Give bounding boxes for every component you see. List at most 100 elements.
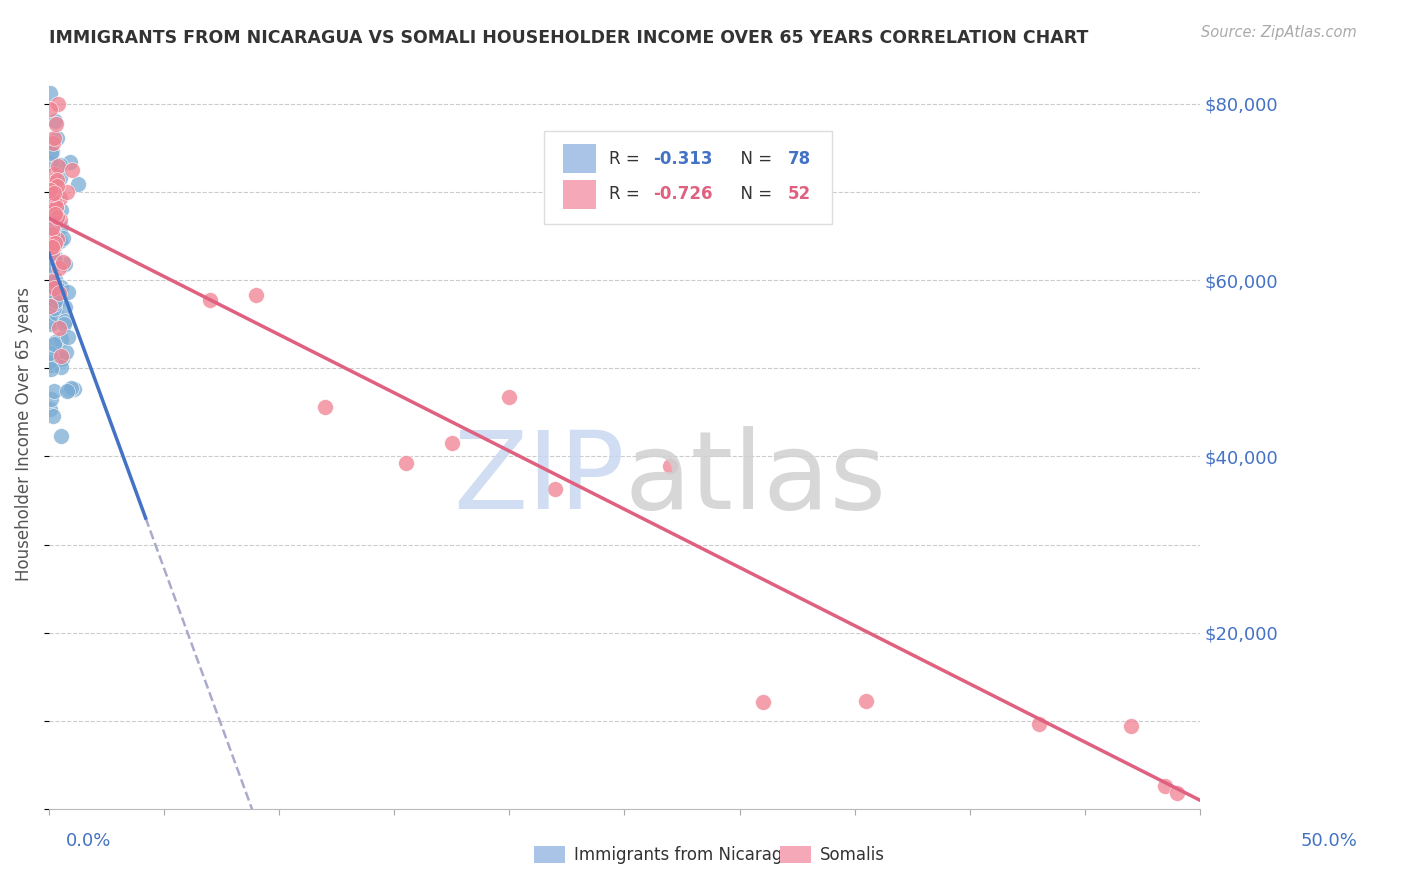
Point (39, 146, 62, 161)
Point (44, 334, 66, 349)
Point (44, 239, 66, 253)
Point (39, 178, 62, 193)
Text: -0.313: -0.313 (654, 150, 713, 168)
Point (45, 200, 67, 214)
Point (55, 384, 77, 399)
Point (51, 351, 73, 366)
Point (49, 202, 72, 217)
Point (1154, 779, 1177, 793)
Point (45, 192, 67, 206)
Point (44, 337, 66, 351)
Point (44, 272, 66, 286)
Point (45, 231, 67, 245)
Point (42, 186, 65, 201)
Point (44, 114, 66, 128)
Point (46, 211, 69, 225)
Point (51, 349, 73, 363)
Point (56, 330, 79, 344)
Point (41, 145, 63, 160)
Text: 78: 78 (787, 150, 811, 168)
Point (38, 401, 60, 416)
Text: IMMIGRANTS FROM NICARAGUA VS SOMALI HOUSEHOLDER INCOME OVER 65 YEARS CORRELATION: IMMIGRANTS FROM NICARAGUA VS SOMALI HOUS… (49, 29, 1088, 46)
Text: Immigrants from Nicaragua: Immigrants from Nicaragua (574, 846, 803, 863)
Point (44, 252, 66, 267)
Point (39, 283, 62, 297)
Point (44, 235, 66, 250)
Point (39, 317, 62, 331)
Point (39, 267, 62, 281)
Point (544, 482, 567, 496)
Point (52, 230, 75, 244)
Point (41, 282, 63, 296)
Point (55, 300, 77, 314)
Point (48, 171, 70, 186)
Point (48, 159, 70, 173)
Point (42, 221, 65, 235)
Point (46, 282, 69, 296)
Point (44, 236, 66, 251)
Point (45, 277, 67, 291)
Point (58, 154, 80, 169)
Point (38, 156, 60, 170)
Point (44, 294, 66, 309)
Point (39, 358, 62, 372)
Point (46, 296, 69, 310)
Point (42, 198, 65, 212)
Point (855, 694, 877, 708)
Point (39, 314, 62, 328)
Point (45, 211, 67, 225)
Point (38, 281, 60, 295)
Point (58, 383, 80, 397)
Point (60, 381, 83, 395)
Text: atlas: atlas (624, 426, 886, 533)
Point (198, 293, 221, 307)
Point (41, 202, 63, 216)
Point (53, 314, 76, 328)
Point (440, 435, 463, 450)
Point (67, 178, 90, 192)
Point (45, 276, 67, 290)
Point (45, 131, 67, 145)
Point (55, 345, 77, 359)
Point (38, 202, 60, 217)
Point (42, 252, 65, 266)
Point (39, 86, 62, 100)
Point (49, 191, 72, 205)
Point (49, 158, 72, 172)
Point (44, 350, 66, 364)
Point (1166, 786, 1188, 800)
Point (48, 261, 70, 276)
Point (41, 207, 63, 221)
Text: 50.0%: 50.0% (1301, 831, 1357, 849)
FancyBboxPatch shape (544, 131, 831, 225)
Point (45, 306, 67, 320)
Text: -0.726: -0.726 (654, 186, 713, 203)
Text: 52: 52 (787, 186, 811, 203)
Point (42, 275, 65, 289)
Point (48, 234, 70, 248)
Point (1028, 717, 1050, 731)
Point (41, 176, 63, 190)
Point (44, 250, 66, 264)
Point (52, 255, 75, 269)
Point (751, 695, 773, 709)
Text: R =: R = (609, 186, 645, 203)
Point (42, 384, 65, 398)
Point (51, 220, 73, 235)
Point (42, 409, 65, 423)
Point (51, 360, 73, 375)
Point (245, 288, 267, 302)
Point (395, 456, 418, 470)
Text: Source: ZipAtlas.com: Source: ZipAtlas.com (1201, 25, 1357, 40)
Point (42, 131, 65, 145)
Point (39, 299, 62, 313)
Point (46, 173, 69, 187)
Text: N =: N = (730, 186, 778, 203)
Point (53, 257, 76, 271)
Point (41, 187, 63, 202)
Point (42, 237, 65, 252)
Point (1119, 719, 1142, 733)
Point (49, 280, 72, 294)
Point (44, 301, 66, 316)
Point (45, 179, 67, 194)
